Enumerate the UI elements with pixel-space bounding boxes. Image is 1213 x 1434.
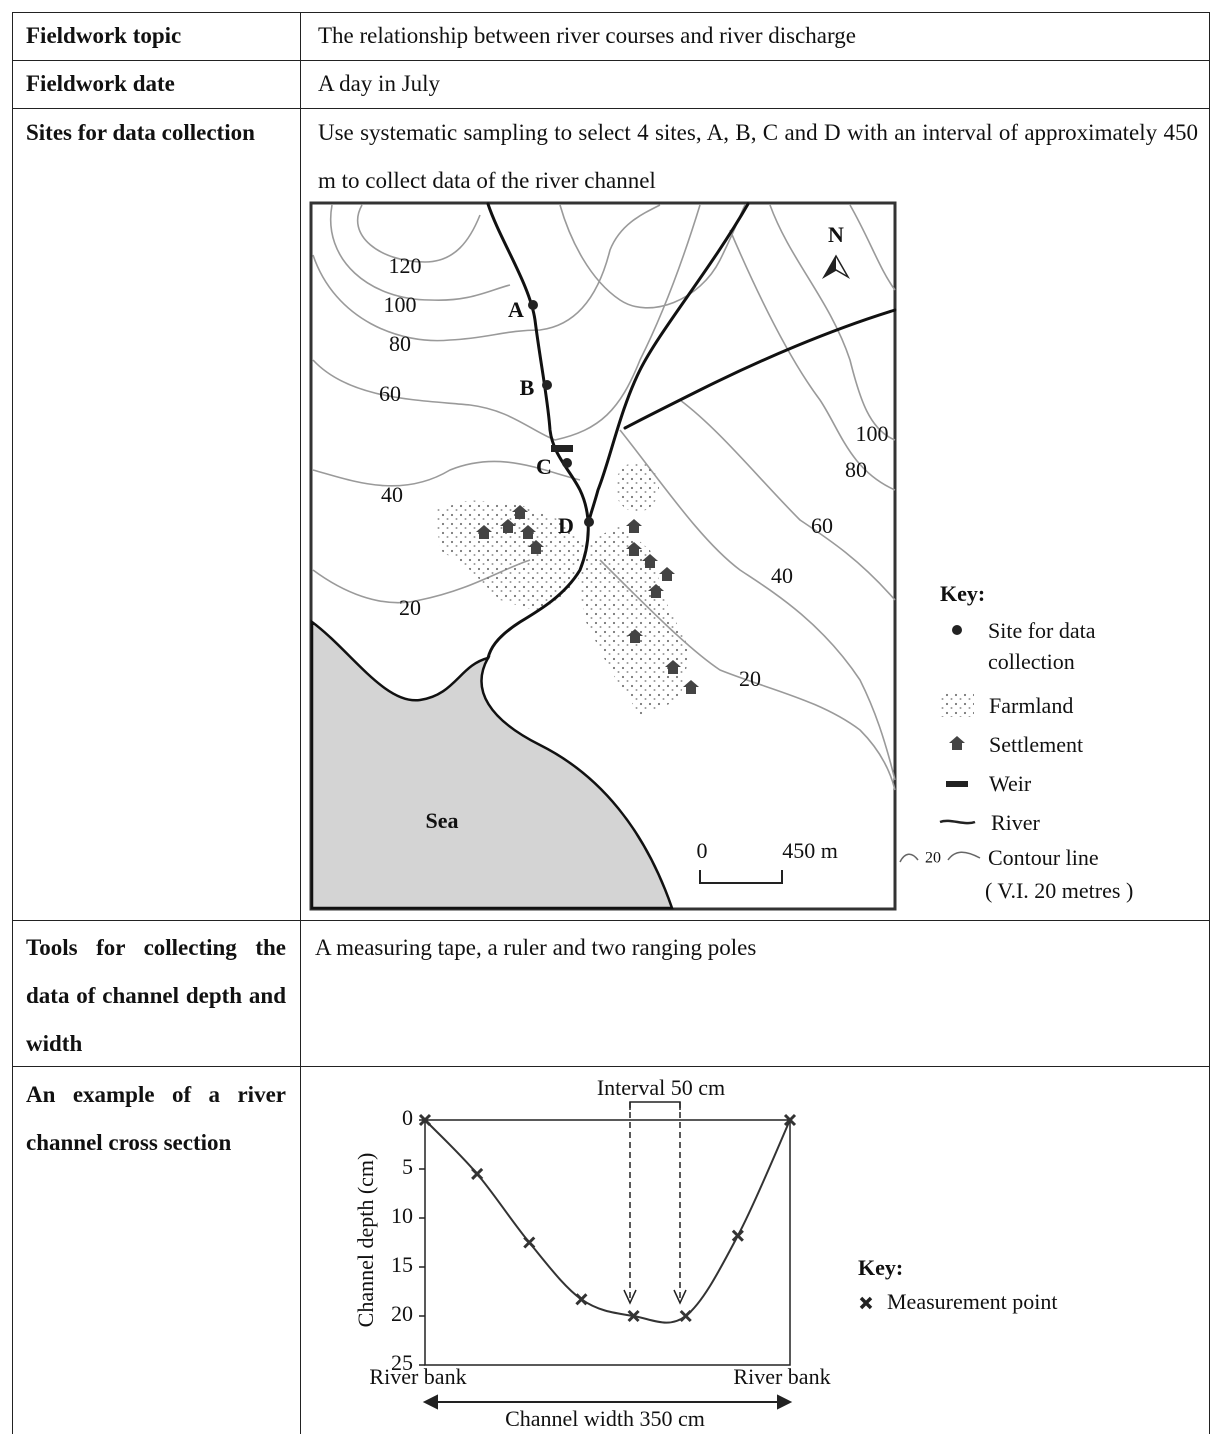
map-key: 20 — [899, 625, 981, 867]
river — [586, 202, 750, 527]
measurement-point — [575, 1293, 588, 1306]
contour-label: 120 — [389, 253, 422, 278]
interval-arrow — [629, 1102, 681, 1300]
key-item: Farmland — [989, 693, 1074, 718]
river — [623, 308, 897, 430]
measurement-point — [523, 1236, 536, 1249]
key-marker — [859, 1296, 873, 1310]
rule — [12, 108, 1210, 109]
key-item: Settlement — [989, 732, 1084, 757]
measurement-point — [471, 1167, 484, 1180]
key-title: Key: — [940, 581, 986, 606]
chart-key-item: Measurement point — [887, 1289, 1057, 1314]
contour-label: 40 — [381, 482, 403, 507]
north-arrow — [824, 256, 836, 277]
contour-label: 100 — [856, 421, 889, 446]
y-axis-label: Channel depth (cm) — [353, 1153, 378, 1328]
farmland — [578, 525, 690, 715]
scale-bar — [699, 870, 783, 884]
rule — [12, 12, 1210, 13]
contour-label: 80 — [389, 331, 411, 356]
bank-label: River bank — [369, 1364, 466, 1389]
site-label: A — [508, 297, 524, 322]
cross-section: Channel depth (cm) River bank River bank… — [353, 1075, 1057, 1431]
bank-label: River bank — [733, 1364, 830, 1389]
contour-label: 20 — [399, 595, 421, 620]
measurement-point — [731, 1229, 744, 1242]
plot-frame — [424, 1119, 791, 1366]
y-tick-label: 10 — [391, 1203, 413, 1228]
key-contour-sample: 20 — [925, 850, 941, 867]
measurement-point — [679, 1309, 692, 1323]
sea — [310, 619, 674, 910]
interval-arrowhead — [623, 1289, 687, 1305]
row-value: The relationship between river courses a… — [318, 23, 856, 48]
row-label: An example of a river channel cross sect… — [26, 1082, 286, 1155]
contour-label: 40 — [771, 563, 793, 588]
rule — [300, 12, 301, 1434]
row-label: Fieldwork date — [26, 71, 175, 96]
row-label: Sites for data collection — [26, 120, 255, 145]
farmland — [435, 500, 585, 612]
rule — [12, 1066, 1210, 1067]
river — [486, 202, 590, 660]
profile-line — [424, 1119, 791, 1324]
site-label: B — [520, 375, 535, 400]
y-tick-label: 0 — [402, 1105, 413, 1130]
site-label: C — [536, 454, 552, 479]
measurement-point — [418, 1113, 432, 1127]
site — [528, 300, 538, 310]
site — [562, 458, 572, 468]
map: A B C D 120 100 80 60 40 20 100 80 60 40… — [309, 201, 897, 911]
scale-label: 0 — [697, 838, 708, 863]
interval-label: Interval 50 cm — [597, 1075, 725, 1100]
measurement-point — [783, 1113, 797, 1127]
weir — [551, 445, 573, 452]
rule — [12, 920, 1210, 921]
y-tick-label: 5 — [402, 1154, 413, 1179]
measurement-point — [627, 1309, 640, 1323]
rule — [12, 60, 1210, 61]
contour-label: 60 — [379, 381, 401, 406]
key-item: Site for data collection — [988, 618, 1096, 674]
width-arrow — [422, 1394, 793, 1410]
row-value: A day in July — [318, 71, 441, 96]
y-tick-label: 25 — [391, 1350, 413, 1375]
sea-label: Sea — [426, 808, 459, 833]
key-item: River — [991, 810, 1040, 835]
rule — [1209, 12, 1210, 1434]
key-item: Weir — [989, 771, 1032, 796]
contour-label: 100 — [384, 292, 417, 317]
y-tick-label: 20 — [391, 1301, 413, 1326]
chart-key-title: Key: — [858, 1255, 903, 1280]
scale-label: 450 m — [782, 838, 838, 863]
row-label: Tools for collecting the data of channel… — [26, 935, 286, 1056]
site — [584, 517, 594, 527]
contour-label: 20 — [739, 666, 761, 691]
y-tick-label: 15 — [391, 1252, 413, 1277]
key-note: ( V.I. 20 metres ) — [985, 878, 1134, 903]
row-label: Fieldwork topic — [26, 23, 182, 48]
farmland — [615, 462, 659, 512]
contours — [312, 204, 896, 791]
width-label: Channel width 350 cm — [505, 1406, 705, 1431]
contour-label: 80 — [845, 457, 867, 482]
row-value: A measuring tape, a ruler and two rangin… — [315, 935, 757, 960]
interval-bracket — [629, 1101, 681, 1110]
site-label: D — [558, 513, 574, 538]
contour-label: 60 — [811, 513, 833, 538]
rule — [12, 12, 13, 1434]
site — [542, 380, 552, 390]
north-label: N — [828, 222, 844, 247]
key-item: Contour line — [988, 845, 1099, 870]
row-value: Use systematic sampling to select 4 site… — [318, 120, 1198, 193]
